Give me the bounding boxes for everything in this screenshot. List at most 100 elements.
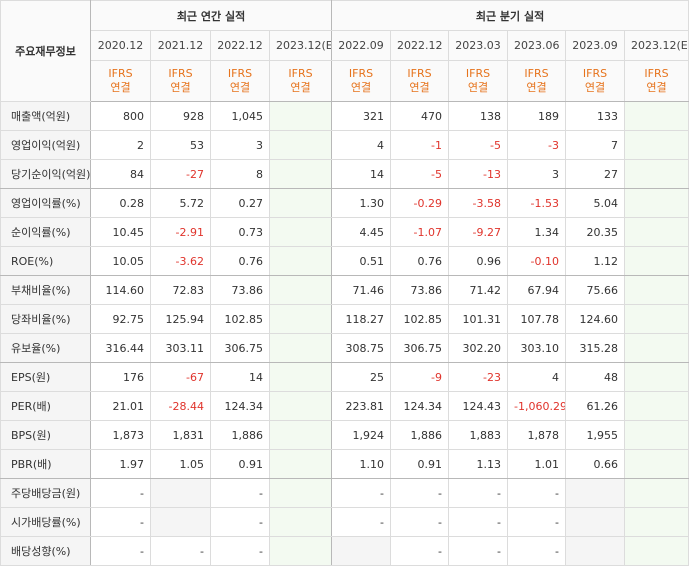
metric-value	[565, 536, 626, 566]
metric-value: -3.58	[448, 188, 509, 218]
table-row: 주당배당금(원) - - - - - -	[0, 478, 690, 508]
metric-value	[624, 333, 690, 363]
metric-value	[624, 217, 690, 247]
metric-value	[268, 130, 333, 160]
metric-value: -1	[390, 130, 450, 160]
metric-value	[624, 101, 690, 131]
metric-value: -13	[448, 159, 509, 189]
metric-value	[268, 507, 333, 537]
metric-value: 0.27	[210, 188, 270, 218]
metric-value: 1,883	[448, 420, 509, 450]
table-row: 당기순이익(억원) 84 -27 8 14 -5 -13 3 27	[0, 159, 690, 189]
table-row: 순이익률(%) 10.45 -2.91 0.73 4.45 -1.07 -9.27 1.34 2…	[0, 217, 690, 247]
table-row: 시가배당률(%) - - - - - -	[0, 507, 690, 537]
metric-value: 107.78	[507, 304, 567, 334]
metric-value: 308.75	[331, 333, 392, 363]
metric-value: 14	[210, 362, 270, 392]
metric-label: 영업이익률(%)	[0, 188, 91, 218]
metric-value: 2	[90, 130, 151, 160]
metric-value	[624, 275, 690, 305]
metric-value: 73.86	[210, 275, 270, 305]
metric-label: ROE(%)	[0, 246, 91, 276]
metric-value: 124.34	[390, 391, 450, 421]
metric-label: 배당성향(%)	[0, 536, 91, 566]
metric-value	[268, 362, 333, 392]
metric-value	[565, 507, 626, 537]
metric-value: 27	[565, 159, 626, 189]
metric-value: -2.91	[150, 217, 211, 247]
period-header: 2023.03	[448, 30, 509, 61]
period-header: 2021.12	[150, 30, 211, 61]
table-row: EPS(원) 176 -67 14 25 -9 -23 4 48	[0, 362, 690, 392]
metric-value: 71.42	[448, 275, 509, 305]
basis-standard: IFRS	[168, 67, 193, 80]
accounting-basis-header: IFRS 연결	[331, 60, 392, 102]
metric-value: -23	[448, 362, 509, 392]
metric-value	[268, 246, 333, 276]
metric-value: 124.34	[210, 391, 270, 421]
metric-value: -	[448, 478, 509, 508]
metric-label: BPS(원)	[0, 420, 91, 450]
metric-value: -9.27	[448, 217, 509, 247]
metric-value: 928	[150, 101, 211, 131]
metric-value: 133	[565, 101, 626, 131]
metric-value: 10.45	[90, 217, 151, 247]
metric-value: -1,060.29	[507, 391, 567, 421]
metric-value: 114.60	[90, 275, 151, 305]
metric-value: 71.46	[331, 275, 392, 305]
metric-value: 1,924	[331, 420, 392, 450]
metric-value: 0.73	[210, 217, 270, 247]
metric-value	[565, 478, 626, 508]
metric-value	[331, 536, 392, 566]
metric-value: 138	[448, 101, 509, 131]
metric-value: -	[150, 536, 211, 566]
metric-value: 321	[331, 101, 392, 131]
table-row: 배당성향(%) - - - - - -	[0, 536, 690, 566]
metric-label: 당좌비율(%)	[0, 304, 91, 334]
row-header-label: 주요재무정보	[0, 0, 91, 102]
basis-consolidation: 연결	[646, 81, 667, 94]
metric-value: 302.20	[448, 333, 509, 363]
metric-value: 102.85	[390, 304, 450, 334]
accounting-basis-header: IFRS 연결	[268, 60, 333, 102]
basis-consolidation: 연결	[290, 81, 311, 94]
period-header: 2022.09	[331, 30, 392, 61]
metric-value	[268, 333, 333, 363]
metric-value: 5.72	[150, 188, 211, 218]
metric-value: 1,831	[150, 420, 211, 450]
metric-label: 영업이익(억원)	[0, 130, 91, 160]
metric-value: 1,955	[565, 420, 626, 450]
metric-value	[150, 507, 211, 537]
basis-standard: IFRS	[108, 67, 133, 80]
basis-standard: IFRS	[288, 67, 313, 80]
metric-value: -	[507, 536, 567, 566]
metric-value: 67.94	[507, 275, 567, 305]
metric-value: -67	[150, 362, 211, 392]
metric-value: 1,045	[210, 101, 270, 131]
annual-results-header: 최근 연간 실적	[89, 0, 333, 31]
metric-value: -	[331, 478, 392, 508]
table-row: 영업이익률(%) 0.28 5.72 0.27 1.30 -0.29 -3.58 -1.53 5…	[0, 188, 690, 218]
metric-value	[268, 304, 333, 334]
metric-value: -	[90, 478, 151, 508]
metric-value: -	[448, 507, 509, 537]
metric-value: 72.83	[150, 275, 211, 305]
table-row: 영업이익(억원) 2 53 3 4 -1 -5 -3 7	[0, 130, 690, 160]
metric-value	[624, 449, 690, 479]
metric-value	[624, 420, 690, 450]
period-header: 2022.12	[390, 30, 450, 61]
metric-value	[268, 101, 333, 131]
table-row: 부채비율(%) 114.60 72.83 73.86 71.46 73.86 71.42 67…	[0, 275, 690, 305]
metric-value: 75.66	[565, 275, 626, 305]
table-row: 당좌비율(%) 92.75 125.94 102.85 118.27 102.85 101.…	[0, 304, 690, 334]
metric-value	[624, 536, 690, 566]
metric-value: 21.01	[90, 391, 151, 421]
metric-value	[268, 217, 333, 247]
metric-value: 1.12	[565, 246, 626, 276]
accounting-basis-header: IFRS 연결	[624, 60, 690, 102]
metric-value: 4.45	[331, 217, 392, 247]
metric-value: 124.60	[565, 304, 626, 334]
metric-value: 20.35	[565, 217, 626, 247]
basis-standard: IFRS	[227, 67, 253, 80]
basis-consolidation: 연결	[409, 81, 430, 94]
